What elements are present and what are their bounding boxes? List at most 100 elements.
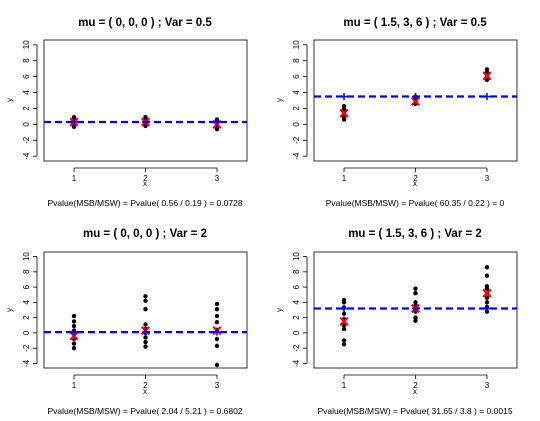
panel-1-y-tick-label: 8 bbox=[22, 58, 31, 63]
panel-3-ylabel: y bbox=[5, 308, 14, 312]
panel-3-data-point bbox=[214, 336, 220, 342]
panel-2: mu = ( 1.5, 3, 6 ) ; Var = 0.5 x y Pvalu… bbox=[275, 17, 518, 208]
panel-2-group-mean-marker bbox=[482, 71, 492, 81]
panel-4-data-point bbox=[413, 300, 418, 305]
panel-4-data-point bbox=[341, 338, 347, 343]
panel-4-title: mu = ( 1.5, 3, 6 ) ; Var = 2 bbox=[348, 228, 482, 240]
panel-4-pvalue: Pvalue(MSB/MSW) = Pvalue( 31.65 / 3.8 ) … bbox=[317, 406, 512, 416]
panel-4-data-point bbox=[413, 318, 418, 323]
panel-4-data-point bbox=[484, 295, 490, 300]
panel-1-x-tick-label: 2 bbox=[143, 174, 148, 183]
panel-1-x-tick-label: 3 bbox=[215, 174, 220, 183]
panel-2-group-mean-stroke bbox=[339, 108, 349, 118]
panel-3-y-tick-label: 6 bbox=[22, 284, 31, 289]
panel-3-group-mean-marker bbox=[69, 331, 79, 341]
panel-2-y-tick-label: -2 bbox=[292, 136, 301, 144]
panel-2-grand-mean-marker bbox=[340, 93, 348, 101]
panel-1-xlabel: x bbox=[143, 179, 147, 188]
panel-1-plot-box bbox=[43, 39, 248, 162]
panel-3-pvalue: Pvalue(MSB/MSW) = Pvalue( 2.04 / 5.21 ) … bbox=[47, 406, 242, 416]
panel-1: mu = ( 0, 0, 0 ) ; Var = 0.5 x y Pvalue(… bbox=[5, 17, 248, 208]
panel-1-y-tick-label: 0 bbox=[22, 122, 31, 127]
panel-3-data-point bbox=[71, 341, 77, 346]
panel-2-title: mu = ( 1.5, 3, 6 ) ; Var = 0.5 bbox=[343, 17, 487, 29]
panel-4-y-tick-label: 2 bbox=[292, 315, 301, 320]
panel-3-data-point bbox=[214, 362, 220, 368]
panel-4-data-point bbox=[413, 291, 418, 296]
panel-4-data-point bbox=[484, 284, 490, 289]
panel-4-group-mean-stroke bbox=[339, 316, 349, 327]
panel-1-grand-mean-marker bbox=[213, 118, 221, 126]
panel-1-y-tick-label: 10 bbox=[22, 40, 31, 49]
panel-3-y-tick-label: -4 bbox=[22, 359, 31, 367]
panel-3: mu = ( 0, 0, 0 ) ; Var = 2 x y Pvalue(MS… bbox=[5, 228, 248, 416]
panel-3-data-point bbox=[143, 294, 148, 299]
panel-2-ylabel: y bbox=[275, 98, 284, 102]
panel-2-y-tick-label: 4 bbox=[292, 90, 301, 95]
panel-2-data-point bbox=[341, 103, 347, 109]
panel-1-data-point bbox=[143, 115, 148, 120]
panel-4-group-mean-marker bbox=[339, 316, 349, 327]
panel-4-y-tick-label: 10 bbox=[292, 252, 301, 261]
panel-3-grand-mean-marker bbox=[70, 328, 78, 336]
panel-3-x-tick-label: 3 bbox=[215, 381, 220, 390]
panel-2-grand-mean-marker bbox=[483, 93, 491, 101]
panel-2-group-mean-marker bbox=[410, 96, 421, 106]
panel-4-x-tick-label: 1 bbox=[342, 381, 347, 390]
panel-1-data-point bbox=[71, 115, 77, 120]
panel-3-data-point bbox=[143, 339, 148, 345]
panel-3-data-point bbox=[143, 335, 148, 340]
panel-1-y-tick-label: 6 bbox=[22, 74, 31, 79]
panel-4-y-tick-label: -2 bbox=[292, 344, 301, 352]
panel-4-data-point bbox=[484, 300, 490, 305]
panel-3-plot-box bbox=[43, 251, 248, 369]
panel-4-x-tick-label: 2 bbox=[413, 381, 418, 390]
panel-1-y-tick-label: -4 bbox=[22, 152, 31, 160]
panel-4-data-point bbox=[484, 273, 490, 278]
panel-1-grand-mean-marker bbox=[70, 118, 78, 126]
panel-4-grand-mean-marker bbox=[412, 304, 419, 312]
panel-1-ylabel: y bbox=[5, 98, 14, 102]
panel-4-y-tick-label: 6 bbox=[292, 284, 301, 289]
panel-4-data-point bbox=[341, 326, 347, 332]
panel-3-data-point bbox=[214, 313, 220, 319]
panel-2-data-point bbox=[341, 117, 347, 122]
panel-2-x-tick-label: 3 bbox=[485, 174, 490, 183]
panel-4-data-point bbox=[341, 342, 347, 347]
panel-4-data-point bbox=[413, 286, 418, 291]
panel-2-x-tick-label: 1 bbox=[342, 174, 347, 183]
panel-3-data-point bbox=[143, 322, 148, 327]
panel-2-xlabel: x bbox=[413, 179, 417, 188]
panel-2-group-mean-stroke bbox=[482, 71, 492, 81]
panel-4-x-tick-label: 3 bbox=[485, 381, 490, 390]
panel-3-xlabel: x bbox=[143, 387, 147, 396]
panel-2-y-tick-label: 10 bbox=[292, 40, 301, 49]
panel-4-grand-mean-marker bbox=[340, 304, 348, 312]
panel-3-data-point bbox=[214, 343, 220, 349]
panel-4-grand-mean-marker bbox=[483, 304, 491, 312]
panel-2-y-tick-label: 2 bbox=[292, 106, 301, 111]
panel-2-data-point bbox=[341, 107, 347, 112]
panel-3-x-tick-label: 2 bbox=[143, 381, 148, 390]
panel-3-data-point bbox=[71, 319, 77, 324]
panel-2-grand-mean-marker bbox=[412, 93, 419, 101]
panel-3-y-tick-label: 4 bbox=[22, 300, 31, 305]
panel-4-y-tick-label: 8 bbox=[292, 269, 301, 274]
panel-4: mu = ( 1.5, 3, 6 ) ; Var = 2 x y Pvalue(… bbox=[275, 228, 518, 416]
panel-4-data-point bbox=[341, 323, 347, 328]
panel-2-pvalue: Pvalue(MSB/MSW) = Pvalue( 60.35 / 0.22 )… bbox=[326, 198, 505, 208]
panel-3-y-tick-label: 0 bbox=[22, 330, 31, 335]
panel-1-y-tick-label: -2 bbox=[22, 136, 31, 144]
panel-4-data-point bbox=[484, 265, 490, 270]
panel-3-data-point bbox=[71, 345, 77, 351]
panel-3-y-tick-label: 10 bbox=[22, 252, 31, 261]
panel-2-group-mean-stroke bbox=[410, 96, 421, 106]
panel-2-group-mean-marker bbox=[339, 108, 349, 118]
panel-1-y-tick-label: 2 bbox=[22, 106, 31, 111]
panel-4-y-tick-label: -4 bbox=[292, 359, 301, 367]
panel-2-data-point bbox=[484, 67, 490, 72]
panel-2-x-tick-label: 2 bbox=[413, 174, 418, 183]
panel-1-x-tick-label: 1 bbox=[72, 174, 77, 183]
panel-2-plot-box bbox=[313, 39, 518, 162]
